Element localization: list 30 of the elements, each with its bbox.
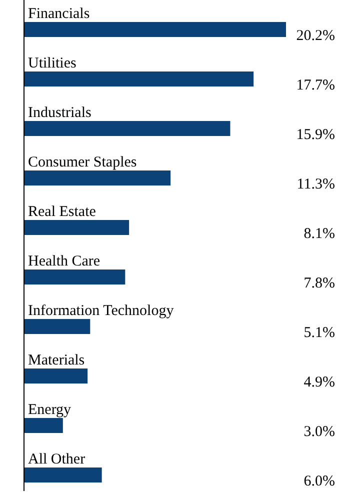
y-tick-label: Energy [28, 402, 72, 418]
bar [24, 220, 130, 235]
bar [24, 22, 286, 37]
bar [24, 368, 88, 384]
bar [24, 468, 102, 482]
bar [24, 170, 171, 186]
y-tick-label: Information Technology [28, 303, 174, 319]
y-tick-label: Consumer Staples [28, 154, 137, 170]
data-label: 8.1% [304, 226, 335, 242]
bar [24, 121, 230, 136]
data-label: 11.3% [296, 176, 335, 192]
y-tick-label: Health Care [28, 254, 100, 270]
data-label: 20.2% [296, 28, 335, 44]
bar [24, 418, 63, 433]
y-tick-label: All Other [28, 452, 86, 468]
data-label: 5.1% [304, 325, 335, 341]
data-label: 15.9% [296, 127, 335, 143]
data-label: 4.9% [304, 374, 335, 390]
y-tick-label: Real Estate [28, 204, 96, 220]
data-label: 6.0% [304, 474, 335, 490]
bar [24, 319, 90, 334]
data-label: 7.8% [304, 276, 335, 292]
bar [24, 72, 254, 86]
data-label: 3.0% [304, 424, 335, 440]
y-tick-label: Materials [28, 352, 85, 368]
bar [24, 270, 126, 284]
y-tick-label: Utilities [28, 56, 76, 72]
y-tick-label: Financials [28, 6, 90, 22]
data-label: 17.7% [296, 78, 335, 94]
y-tick-label: Industrials [28, 105, 92, 121]
